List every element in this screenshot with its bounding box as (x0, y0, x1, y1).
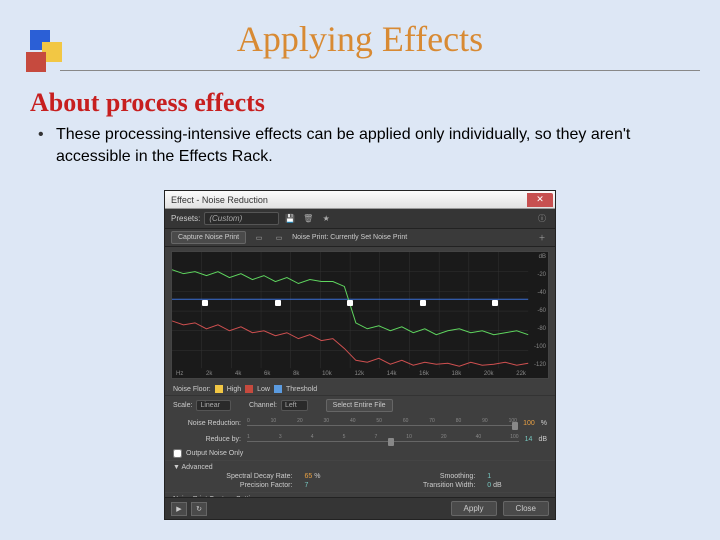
output-noise-only-row: Output Noise Only (165, 447, 555, 460)
output-noise-only-checkbox[interactable] (173, 449, 182, 458)
channel-label: Channel: (249, 402, 277, 409)
legend-threshold: Threshold (286, 386, 317, 393)
dialog-title: Effect - Noise Reduction (171, 195, 268, 205)
capture-bar: Capture Noise Print ▭ ▭ Noise Print: Cur… (165, 229, 555, 247)
apply-button[interactable]: Apply (451, 501, 497, 516)
advanced-header[interactable]: ▼ Advanced (173, 464, 547, 471)
slide-subtitle: About process effects (30, 88, 265, 118)
chart-x-axis: Hz2k4k6k8k10k12k14k16k18k20k22k (176, 371, 526, 377)
reduce-by-slider[interactable]: 13457102040100 (247, 434, 519, 444)
reduce-by-unit: dB (538, 436, 547, 443)
presets-toolbar: Presets: (Custom) 💾 🗑 ★ ⓘ (165, 209, 555, 229)
high-swatch (215, 385, 223, 393)
presets-dropdown[interactable]: (Custom) (204, 212, 279, 225)
channel-select[interactable]: Left (281, 400, 308, 411)
noise-reduction-dialog: Effect - Noise Reduction ✕ Presets: (Cus… (164, 190, 556, 520)
legend-high: High (227, 386, 241, 393)
noise-reduction-slider[interactable]: 0102030405060708090100 (247, 418, 517, 428)
help-icon[interactable]: ⓘ (535, 212, 549, 226)
play-button[interactable]: ▶ (171, 502, 187, 516)
scale-label: Scale: (173, 402, 192, 409)
noise-floor-legend: Noise Floor: High Low Threshold (165, 383, 555, 395)
legend-low: Low (257, 386, 270, 393)
save-icon[interactable]: ▭ (272, 231, 286, 245)
smoothing-label: Smoothing: (378, 473, 476, 480)
star-icon[interactable]: ★ (319, 212, 333, 226)
dialog-titlebar: Effect - Noise Reduction ✕ (165, 191, 555, 209)
noise-reduction-unit: % (541, 420, 547, 427)
output-noise-only-label: Output Noise Only (186, 450, 243, 457)
presets-label: Presets: (171, 214, 200, 223)
save-preset-icon[interactable]: 💾 (283, 212, 297, 226)
folder-icon[interactable]: ▭ (252, 231, 266, 245)
scale-select[interactable]: Linear (196, 400, 230, 411)
reduce-by-value: 14 (525, 436, 533, 443)
noise-reduction-value: 100 (523, 420, 535, 427)
threshold-markers[interactable] (172, 300, 528, 306)
noise-floor-label: Noise Floor: (173, 386, 211, 393)
transition-value[interactable]: 0 (487, 482, 491, 489)
noise-reduction-slider-row: Noise Reduction: 0102030405060708090100 … (165, 415, 555, 431)
dialog-footer: ▶ ↻ Apply Close (165, 497, 555, 519)
slide-bullet: These processing-intensive effects can b… (56, 124, 680, 169)
noise-reduction-label: Noise Reduction: (173, 420, 241, 427)
loop-button[interactable]: ↻ (191, 502, 207, 516)
plus-icon[interactable]: ＋ (535, 231, 549, 245)
reduce-by-label: Reduce by: (173, 436, 241, 443)
delete-preset-icon[interactable]: 🗑 (301, 212, 315, 226)
transition-label: Transition Width: (378, 482, 476, 489)
smoothing-value[interactable]: 1 (487, 473, 547, 480)
advanced-section: ▼ Advanced Spectral Decay Rate: 65 % Smo… (165, 460, 555, 492)
select-entire-file-button[interactable]: Select Entire File (326, 399, 393, 412)
precision-label: Precision Factor: (181, 482, 292, 489)
noise-spectrum-chart[interactable]: Hz2k4k6k8k10k12k14k16k18k20k22k dB-20-40… (171, 251, 549, 379)
capture-noise-print-button[interactable]: Capture Noise Print (171, 231, 246, 244)
title-divider (60, 70, 700, 71)
slide-title: Applying Effects (0, 18, 720, 60)
scale-channel-row: Scale: Linear Channel: Left Select Entir… (165, 395, 555, 415)
spectral-decay-label: Spectral Decay Rate: (181, 473, 292, 480)
close-button-footer[interactable]: Close (503, 501, 549, 516)
reduce-by-slider-row: Reduce by: 13457102040100 14 dB (165, 431, 555, 447)
close-button[interactable]: ✕ (527, 193, 553, 207)
precision-value[interactable]: 7 (304, 482, 365, 489)
chart-y-axis: dB-20-40-60-80-100-120 (534, 254, 546, 368)
low-swatch (245, 385, 253, 393)
spectral-decay-value[interactable]: 65 (304, 473, 312, 480)
threshold-swatch (274, 385, 282, 393)
noise-print-status: Noise Print: Currently Set Noise Print (292, 234, 407, 241)
